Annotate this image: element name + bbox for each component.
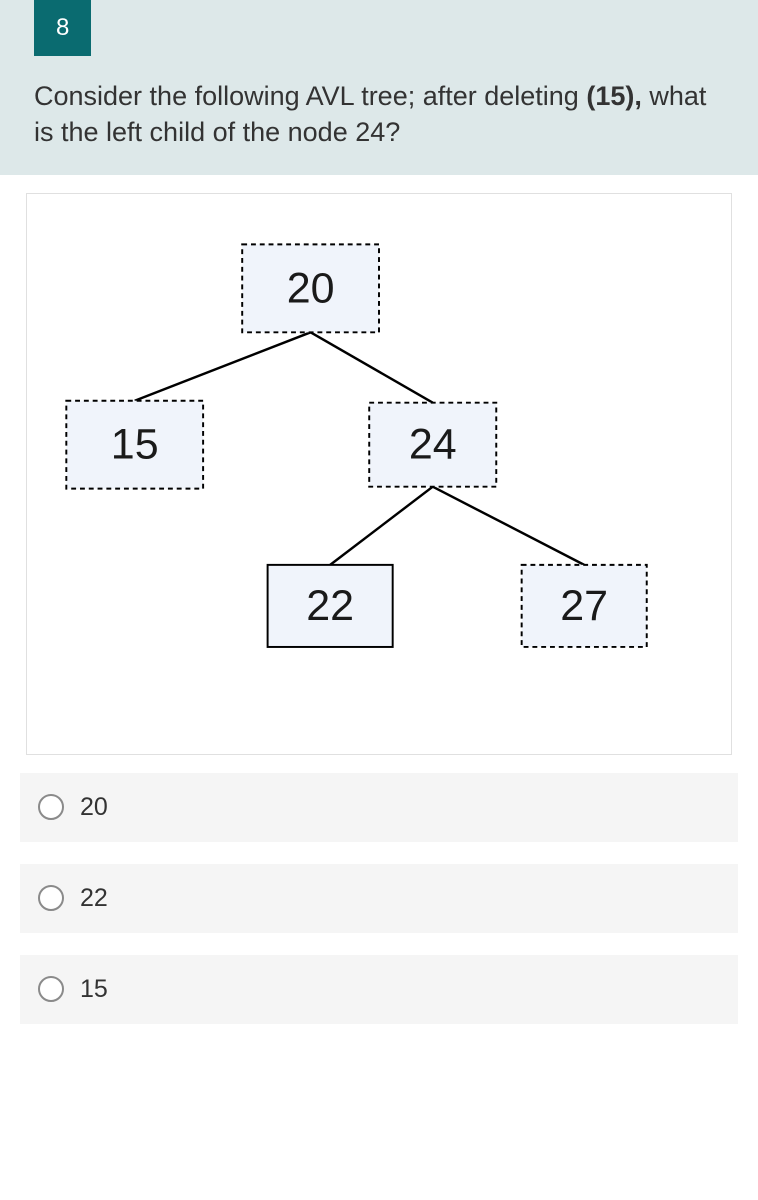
question-number-badge: 8	[34, 0, 91, 56]
option-label: 15	[80, 975, 108, 1004]
option-1[interactable]: 22	[20, 864, 738, 933]
option-2[interactable]: 15	[20, 955, 738, 1024]
question-header: 8 Consider the following AVL tree; after…	[0, 0, 758, 175]
tree-node-label: 20	[287, 264, 335, 312]
tree-node-label: 22	[306, 582, 354, 630]
option-label: 22	[80, 884, 108, 913]
tree-figure: 20 15 24 22 27	[26, 193, 732, 755]
tree-edge	[433, 487, 584, 565]
tree-edge	[330, 487, 433, 565]
question-text-prefix: Consider the following AVL tree; after d…	[34, 81, 586, 111]
tree-edge	[311, 332, 433, 402]
tree-node-label: 15	[111, 421, 159, 469]
tree-svg: 20 15 24 22 27	[37, 214, 721, 734]
option-label: 20	[80, 793, 108, 822]
option-0[interactable]: 20	[20, 773, 738, 842]
radio-icon[interactable]	[38, 885, 64, 911]
answer-options: 20 22 15	[0, 773, 758, 1086]
radio-icon[interactable]	[38, 976, 64, 1002]
question-bold-deleted: (15),	[586, 81, 642, 111]
radio-icon[interactable]	[38, 794, 64, 820]
question-text: Consider the following AVL tree; after d…	[34, 78, 724, 151]
tree-edge	[135, 332, 311, 400]
tree-node-label: 24	[409, 421, 457, 469]
tree-node-label: 27	[560, 582, 608, 630]
